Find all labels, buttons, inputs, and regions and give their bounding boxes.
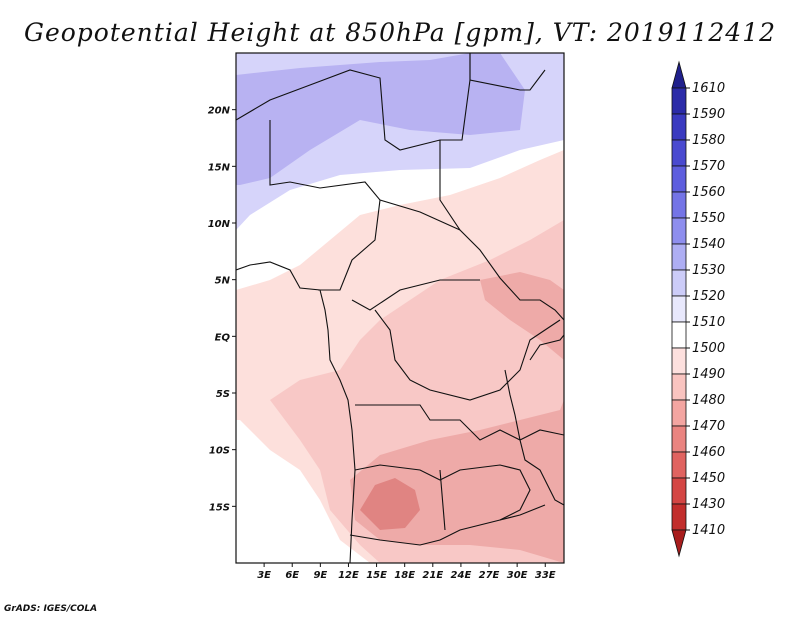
colorbar-label: 1530 bbox=[692, 263, 725, 278]
lat-tick-label: 20N bbox=[208, 106, 231, 117]
colorbar-bottom-arrow bbox=[671, 529, 687, 558]
colorbar-box bbox=[671, 217, 687, 245]
congo-border bbox=[374, 309, 561, 401]
colorbar-box bbox=[671, 477, 687, 505]
map-frame bbox=[235, 52, 565, 564]
colorbar-box bbox=[671, 399, 687, 427]
lon-tick-label: 12E bbox=[338, 570, 359, 581]
colorbar-label: 1540 bbox=[692, 237, 725, 252]
lat-tick-label: 15N bbox=[208, 162, 231, 173]
lon-tick-label: 24E bbox=[451, 570, 472, 581]
colorbar-box bbox=[671, 373, 687, 401]
lon-tick-label: 30E bbox=[507, 570, 528, 581]
colorbar-box bbox=[671, 425, 687, 453]
lon-tick-label: 27E bbox=[479, 570, 500, 581]
colorbar-box bbox=[671, 165, 687, 193]
egypt-border bbox=[469, 53, 546, 91]
colorbar-label: 1510 bbox=[692, 315, 725, 330]
colorbar-label: 1560 bbox=[692, 185, 725, 200]
lat-tick-label: 10S bbox=[209, 446, 230, 457]
angola-border-north bbox=[355, 404, 564, 441]
colorbar-box bbox=[671, 87, 687, 115]
colorbar-label: 1570 bbox=[692, 159, 725, 174]
colorbar-label: 1480 bbox=[692, 393, 725, 408]
lon-tick-label: 33E bbox=[535, 570, 556, 581]
colorbar-label: 1580 bbox=[692, 133, 725, 148]
colorbar-label: 1610 bbox=[692, 81, 725, 96]
colorbar-label: 1500 bbox=[692, 341, 725, 356]
colorbar-box bbox=[671, 269, 687, 297]
colorbar-box bbox=[671, 243, 687, 271]
car-border bbox=[351, 279, 480, 311]
lake-victoria bbox=[529, 334, 564, 361]
colorbar-label: 1410 bbox=[692, 523, 725, 538]
colorbar-label: 1520 bbox=[692, 289, 725, 304]
namibia-border bbox=[349, 504, 546, 546]
longitude-axis: 3E 6E 9E 12E 15E 18E 21E 24E 27E 30E 33E bbox=[257, 563, 556, 581]
chad-border bbox=[379, 199, 461, 231]
colorbar-box bbox=[671, 139, 687, 167]
zambia-west-border bbox=[439, 469, 446, 531]
latitude-axis: 20N 15N 10N 5N EQ 5S 10S 15S bbox=[208, 106, 236, 513]
colorbar-box bbox=[671, 347, 687, 375]
lon-tick-label: 21E bbox=[422, 570, 443, 581]
colorbar-box bbox=[671, 503, 687, 531]
colorbar-label: 1450 bbox=[692, 471, 725, 486]
colorbar-label: 1490 bbox=[692, 367, 725, 382]
colorbar-box bbox=[671, 321, 687, 349]
grads-credit: GrADS: IGES/COLA bbox=[4, 604, 98, 614]
lon-tick-label: 15E bbox=[366, 570, 387, 581]
colorbar-label: 1550 bbox=[692, 211, 725, 226]
lon-tick-label: 3E bbox=[257, 570, 271, 581]
lat-tick-label: EQ bbox=[215, 332, 231, 343]
west-africa-border bbox=[269, 120, 381, 291]
lat-tick-label: 5N bbox=[215, 276, 231, 287]
colorbar-box bbox=[671, 451, 687, 479]
colorbar-label: 1460 bbox=[692, 445, 725, 460]
colorbar-top-arrow bbox=[671, 60, 687, 89]
map-title: Geopotential Height at 850hPa [gpm], VT:… bbox=[23, 18, 777, 47]
height-field bbox=[236, 53, 564, 563]
colorbar-box bbox=[671, 191, 687, 219]
coastlines-and-borders bbox=[236, 53, 564, 563]
colorbar-box bbox=[671, 295, 687, 323]
lon-tick-label: 9E bbox=[313, 570, 327, 581]
rift-lakes bbox=[504, 369, 564, 506]
lat-tick-label: 10N bbox=[208, 219, 231, 230]
lon-tick-label: 6E bbox=[285, 570, 299, 581]
colorbar-label: 1590 bbox=[692, 107, 725, 122]
lon-tick-label: 18E bbox=[394, 570, 415, 581]
lat-tick-label: 5S bbox=[216, 389, 230, 400]
central-border bbox=[439, 140, 564, 321]
angola-zambia-border bbox=[354, 464, 531, 521]
sahel-border bbox=[236, 53, 471, 151]
west-coastline bbox=[236, 261, 356, 563]
colorbar-label: 1430 bbox=[692, 497, 725, 512]
field-band-1480-east bbox=[480, 272, 564, 360]
lat-tick-label: 15S bbox=[209, 502, 230, 513]
colorbar-label: 1470 bbox=[692, 419, 725, 434]
colorbar: 1610 1590 1580 1570 1560 1550 1540 1530 1520 1510… bbox=[671, 60, 725, 558]
field-band-1470 bbox=[360, 478, 420, 530]
colorbar-box bbox=[671, 113, 687, 141]
